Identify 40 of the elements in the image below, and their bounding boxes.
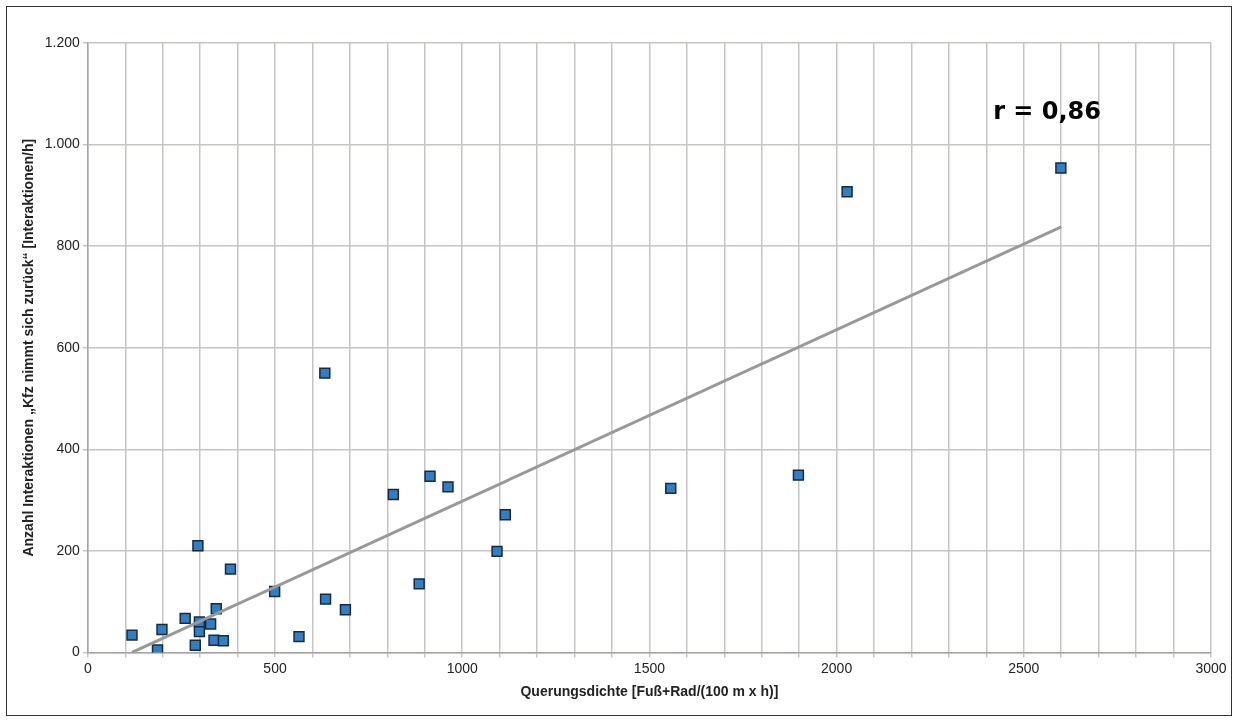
x-tick-label: 3000 [1195, 659, 1227, 676]
y-tick-label: 1.000 [44, 135, 81, 152]
point [442, 481, 454, 493]
x-tick-label: 1500 [633, 659, 666, 676]
point [156, 623, 168, 636]
point [224, 563, 237, 575]
y-tick-label: 800 [56, 236, 81, 253]
point [792, 469, 805, 481]
point [499, 509, 511, 521]
point [319, 367, 331, 379]
point [413, 578, 425, 590]
point [217, 635, 230, 647]
point [424, 470, 436, 482]
point [319, 593, 332, 605]
x-tick-label: 2000 [821, 659, 853, 676]
y-tick-label: 200 [56, 541, 81, 558]
point [204, 618, 217, 630]
point [192, 540, 204, 552]
point [193, 625, 206, 638]
point [179, 612, 191, 625]
y-tick-label: 0 [72, 643, 81, 660]
point [841, 186, 853, 198]
y-axis-title: Anzahl Interaktionen „Kfz nimmt sich zurück“ [Interaktionen/h] [20, 138, 37, 557]
x-tick-label: 0 [83, 659, 92, 676]
y-tick-label: 400 [56, 440, 81, 457]
x-tick-label: 1000 [446, 659, 478, 676]
point [491, 545, 503, 558]
point [126, 629, 138, 641]
point [665, 482, 677, 495]
x-tick-label: 2500 [1008, 659, 1040, 676]
point [1055, 162, 1067, 174]
point [387, 488, 400, 501]
point [293, 630, 305, 643]
x-axis-title: Querungsdichte [Fuß+Rad/(100 m x h)] [520, 683, 779, 700]
y-tick-label: 600 [56, 338, 81, 355]
x-tick-label: 500 [263, 659, 287, 676]
point [339, 604, 352, 616]
annotation: r = 0,86 [993, 97, 1101, 126]
point [189, 639, 201, 651]
y-tick-label: 1.200 [44, 33, 81, 50]
